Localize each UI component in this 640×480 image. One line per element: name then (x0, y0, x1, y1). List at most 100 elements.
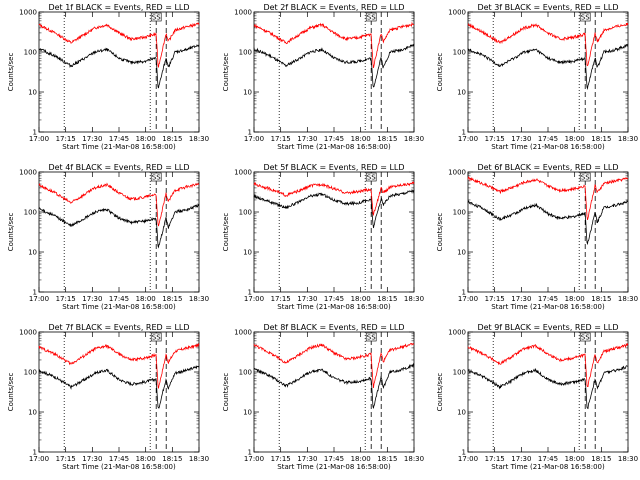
x-tick-label: 18:00 (351, 135, 371, 143)
x-tick-label: 17:30 (511, 135, 531, 143)
ss-marker-label: SS (581, 174, 590, 182)
lld-series-line (38, 22, 200, 68)
panel-title: Det 1f BLACK = Events, RED = LLD (48, 3, 189, 12)
plot-frame (38, 331, 200, 453)
x-tick-label: 18:15 (377, 295, 397, 303)
x-tick-label: 17:45 (538, 455, 558, 463)
y-tick-label: 10 (457, 409, 466, 417)
y-axis-label: Counts/sec (222, 213, 230, 252)
panel-title: Det 7f BLACK = Events, RED = LLD (48, 323, 189, 332)
y-tick-label: 1 (248, 449, 252, 457)
ss-marker-box (365, 12, 377, 22)
x-tick-label: 18:15 (162, 455, 182, 463)
y-tick-label: 1000 (448, 9, 466, 17)
x-tick-label: 17:45 (109, 455, 129, 463)
y-tick-label: 1 (33, 449, 37, 457)
y-tick-label: 100 (453, 49, 466, 57)
panel-title: Det 5f BLACK = Events, RED = LLD (263, 163, 404, 172)
plot-frame (253, 171, 415, 293)
x-tick-label: 18:30 (189, 135, 209, 143)
y-tick-label: 1000 (234, 9, 252, 17)
x-tick-label: 17:15 (485, 135, 505, 143)
detector-panel-2f: Det 2f BLACK = Events, RED = LLD 1 10 100 10… (222, 3, 424, 151)
y-tick-label: 100 (24, 209, 37, 217)
y-axis-label: Counts/sec (222, 373, 230, 412)
x-tick-label: 18:15 (162, 295, 182, 303)
y-tick-label: 10 (457, 89, 466, 97)
x-tick-label: 18:30 (189, 295, 209, 303)
x-tick-label: 18:30 (618, 295, 638, 303)
x-tick-label: 17:00 (244, 295, 264, 303)
y-axis-label: Counts/sec (7, 373, 15, 412)
x-tick-label: 17:15 (271, 455, 291, 463)
events-series-line (467, 365, 629, 410)
y-tick-label: 1000 (234, 329, 252, 337)
ss-marker-label: SS (152, 14, 161, 22)
x-tick-label: 18:00 (565, 295, 585, 303)
ss-marker-box (579, 12, 591, 22)
ss-marker-box (150, 12, 162, 22)
x-tick-label: 17:00 (29, 295, 49, 303)
lld-series-line (253, 342, 415, 389)
x-tick-label: 18:00 (136, 135, 156, 143)
lld-series-line (38, 342, 200, 389)
x-tick-label: 17:45 (109, 135, 129, 143)
events-series-line (253, 188, 415, 229)
y-axis-label: Counts/sec (436, 213, 444, 252)
y-tick-label: 10 (28, 249, 37, 257)
events-series-line (38, 365, 200, 409)
x-tick-label: 18:00 (565, 135, 585, 143)
detector-panel-8f: Det 8f BLACK = Events, RED = LLD 1 10 100 10… (222, 323, 424, 471)
y-tick-label: 100 (453, 369, 466, 377)
ss-marker-box (579, 332, 591, 342)
ss-marker-label: SS (152, 174, 161, 182)
x-tick-label: 17:15 (56, 455, 76, 463)
x-tick-label: 17:30 (297, 295, 317, 303)
events-series-line (253, 43, 415, 88)
x-tick-label: 18:15 (377, 135, 397, 143)
y-tick-label: 1000 (448, 329, 466, 337)
lld-series-line (467, 342, 629, 387)
lld-series-line (253, 181, 415, 217)
x-tick-label: 18:30 (404, 455, 424, 463)
events-series-line (253, 362, 415, 410)
x-tick-label: 17:00 (458, 295, 478, 303)
ss-marker-label: SS (152, 334, 161, 342)
x-tick-label: 17:00 (458, 455, 478, 463)
x-tick-label: 18:30 (404, 295, 424, 303)
y-tick-label: 1000 (19, 329, 37, 337)
x-axis-label: Start Time (21-Mar-08 16:58:00) (62, 463, 176, 471)
y-tick-label: 100 (24, 49, 37, 57)
x-axis-label: Start Time (21-Mar-08 16:58:00) (277, 143, 391, 151)
x-tick-label: 17:00 (29, 135, 49, 143)
detector-panel-1f: Det 1f BLACK = Events, RED = LLD 1 10 100 10… (7, 3, 209, 151)
x-axis-label: Start Time (21-Mar-08 16:58:00) (62, 143, 176, 151)
ss-marker-label: SS (367, 14, 376, 22)
x-axis-label: Start Time (21-Mar-08 16:58:00) (491, 143, 605, 151)
detector-panel-3f: Det 3f BLACK = Events, RED = LLD 1 10 100 10… (436, 3, 638, 151)
y-tick-label: 100 (453, 209, 466, 217)
y-tick-label: 10 (243, 409, 252, 417)
x-tick-label: 18:30 (618, 135, 638, 143)
lld-series-line (467, 22, 629, 67)
y-axis-label: Counts/sec (7, 53, 15, 92)
x-tick-label: 17:00 (458, 135, 478, 143)
x-axis-label: Start Time (21-Mar-08 16:58:00) (277, 463, 391, 471)
x-tick-label: 18:15 (591, 295, 611, 303)
y-tick-label: 100 (24, 369, 37, 377)
x-tick-label: 17:30 (297, 455, 317, 463)
x-tick-label: 17:45 (324, 135, 344, 143)
x-tick-label: 17:45 (109, 295, 129, 303)
y-tick-label: 1 (462, 449, 466, 457)
detector-panel-7f: Det 7f BLACK = Events, RED = LLD 1 10 100 10… (7, 323, 209, 471)
y-axis-label: Counts/sec (7, 213, 15, 252)
x-tick-label: 17:45 (324, 455, 344, 463)
x-tick-label: 17:30 (82, 135, 102, 143)
y-tick-label: 10 (457, 249, 466, 257)
x-tick-label: 18:00 (136, 455, 156, 463)
y-tick-label: 1 (248, 129, 252, 137)
x-tick-label: 18:15 (162, 135, 182, 143)
ss-marker-box (365, 172, 377, 182)
x-tick-label: 17:00 (244, 455, 264, 463)
